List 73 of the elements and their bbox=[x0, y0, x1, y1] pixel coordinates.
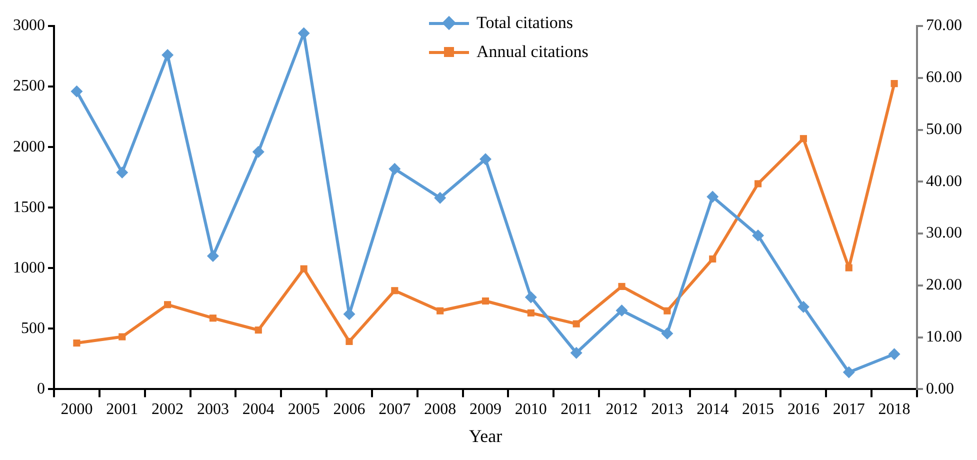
point bbox=[888, 348, 900, 360]
point bbox=[116, 166, 128, 178]
x-tick-label: 2004 bbox=[242, 401, 274, 418]
point bbox=[618, 282, 626, 290]
y-tick-label: 1500 bbox=[13, 198, 45, 216]
x-tick-label: 2005 bbox=[288, 401, 320, 418]
x-tick-label: 2011 bbox=[560, 401, 592, 418]
y-tick-label: 1000 bbox=[13, 259, 45, 276]
point bbox=[800, 135, 807, 142]
x-tick-label: 2008 bbox=[424, 401, 456, 418]
x-tick-label: 2016 bbox=[787, 401, 820, 418]
x-tick-label: 2001 bbox=[106, 401, 138, 418]
point bbox=[616, 304, 628, 317]
legend-label: Annual citations bbox=[476, 42, 588, 62]
point bbox=[570, 346, 582, 359]
point bbox=[706, 190, 719, 203]
point bbox=[797, 300, 810, 313]
point bbox=[664, 307, 671, 314]
point bbox=[709, 255, 716, 263]
point bbox=[254, 326, 262, 334]
y2-tick-label: 50.00 bbox=[926, 120, 962, 138]
y2-tick-label: 70.00 bbox=[926, 17, 962, 34]
y-tick-label: 0 bbox=[37, 380, 45, 398]
y-tick-label: 2500 bbox=[13, 78, 45, 95]
x-axis-title: Year bbox=[468, 426, 502, 446]
y2-tick-label: 10.00 bbox=[926, 328, 962, 346]
point bbox=[391, 287, 398, 294]
legend-label: Total citations bbox=[476, 12, 574, 32]
x-tick-label: 2007 bbox=[378, 401, 411, 418]
point bbox=[754, 180, 762, 188]
y2-tick-label: 30.00 bbox=[926, 224, 962, 242]
point bbox=[661, 328, 674, 340]
point bbox=[436, 307, 444, 314]
x-tick-label: 2003 bbox=[196, 401, 229, 418]
x-tick-label: 2002 bbox=[152, 401, 184, 418]
point bbox=[524, 291, 537, 304]
y-tick-label: 2000 bbox=[13, 138, 45, 156]
point bbox=[842, 366, 855, 378]
point bbox=[434, 192, 446, 204]
point bbox=[73, 339, 80, 347]
x-tick-label: 2012 bbox=[606, 401, 638, 418]
x-tick-label: 2018 bbox=[878, 401, 910, 418]
point bbox=[162, 49, 174, 62]
point bbox=[118, 333, 126, 340]
point bbox=[70, 85, 83, 98]
point bbox=[300, 265, 308, 272]
point bbox=[572, 320, 580, 328]
x-tick-label: 2015 bbox=[742, 401, 774, 418]
point bbox=[527, 309, 534, 316]
point bbox=[209, 314, 217, 322]
point bbox=[890, 80, 898, 88]
x-tick-label: 2017 bbox=[832, 401, 865, 418]
x-tick-label: 2013 bbox=[651, 401, 684, 418]
point bbox=[346, 338, 353, 345]
point bbox=[252, 146, 264, 158]
point bbox=[480, 153, 492, 166]
point bbox=[482, 297, 490, 305]
point bbox=[206, 250, 219, 262]
point bbox=[845, 264, 852, 272]
y2-tick-label: 0.00 bbox=[926, 380, 954, 398]
point bbox=[752, 229, 764, 242]
y-tick-label: 3000 bbox=[13, 17, 45, 34]
point bbox=[388, 162, 401, 175]
x-tick-label: 2014 bbox=[696, 401, 729, 418]
y2-tick-label: 60.00 bbox=[926, 69, 962, 86]
x-tick-label: 2000 bbox=[60, 401, 93, 418]
y2-tick-label: 40.00 bbox=[926, 172, 962, 190]
x-tick-label: 2006 bbox=[333, 401, 366, 418]
point bbox=[164, 301, 172, 308]
y-tick-label: 500 bbox=[21, 320, 45, 337]
x-tick-label: 2010 bbox=[514, 401, 547, 418]
y2-tick-label: 20.00 bbox=[926, 276, 962, 294]
x-tick-label: 2009 bbox=[470, 401, 502, 418]
